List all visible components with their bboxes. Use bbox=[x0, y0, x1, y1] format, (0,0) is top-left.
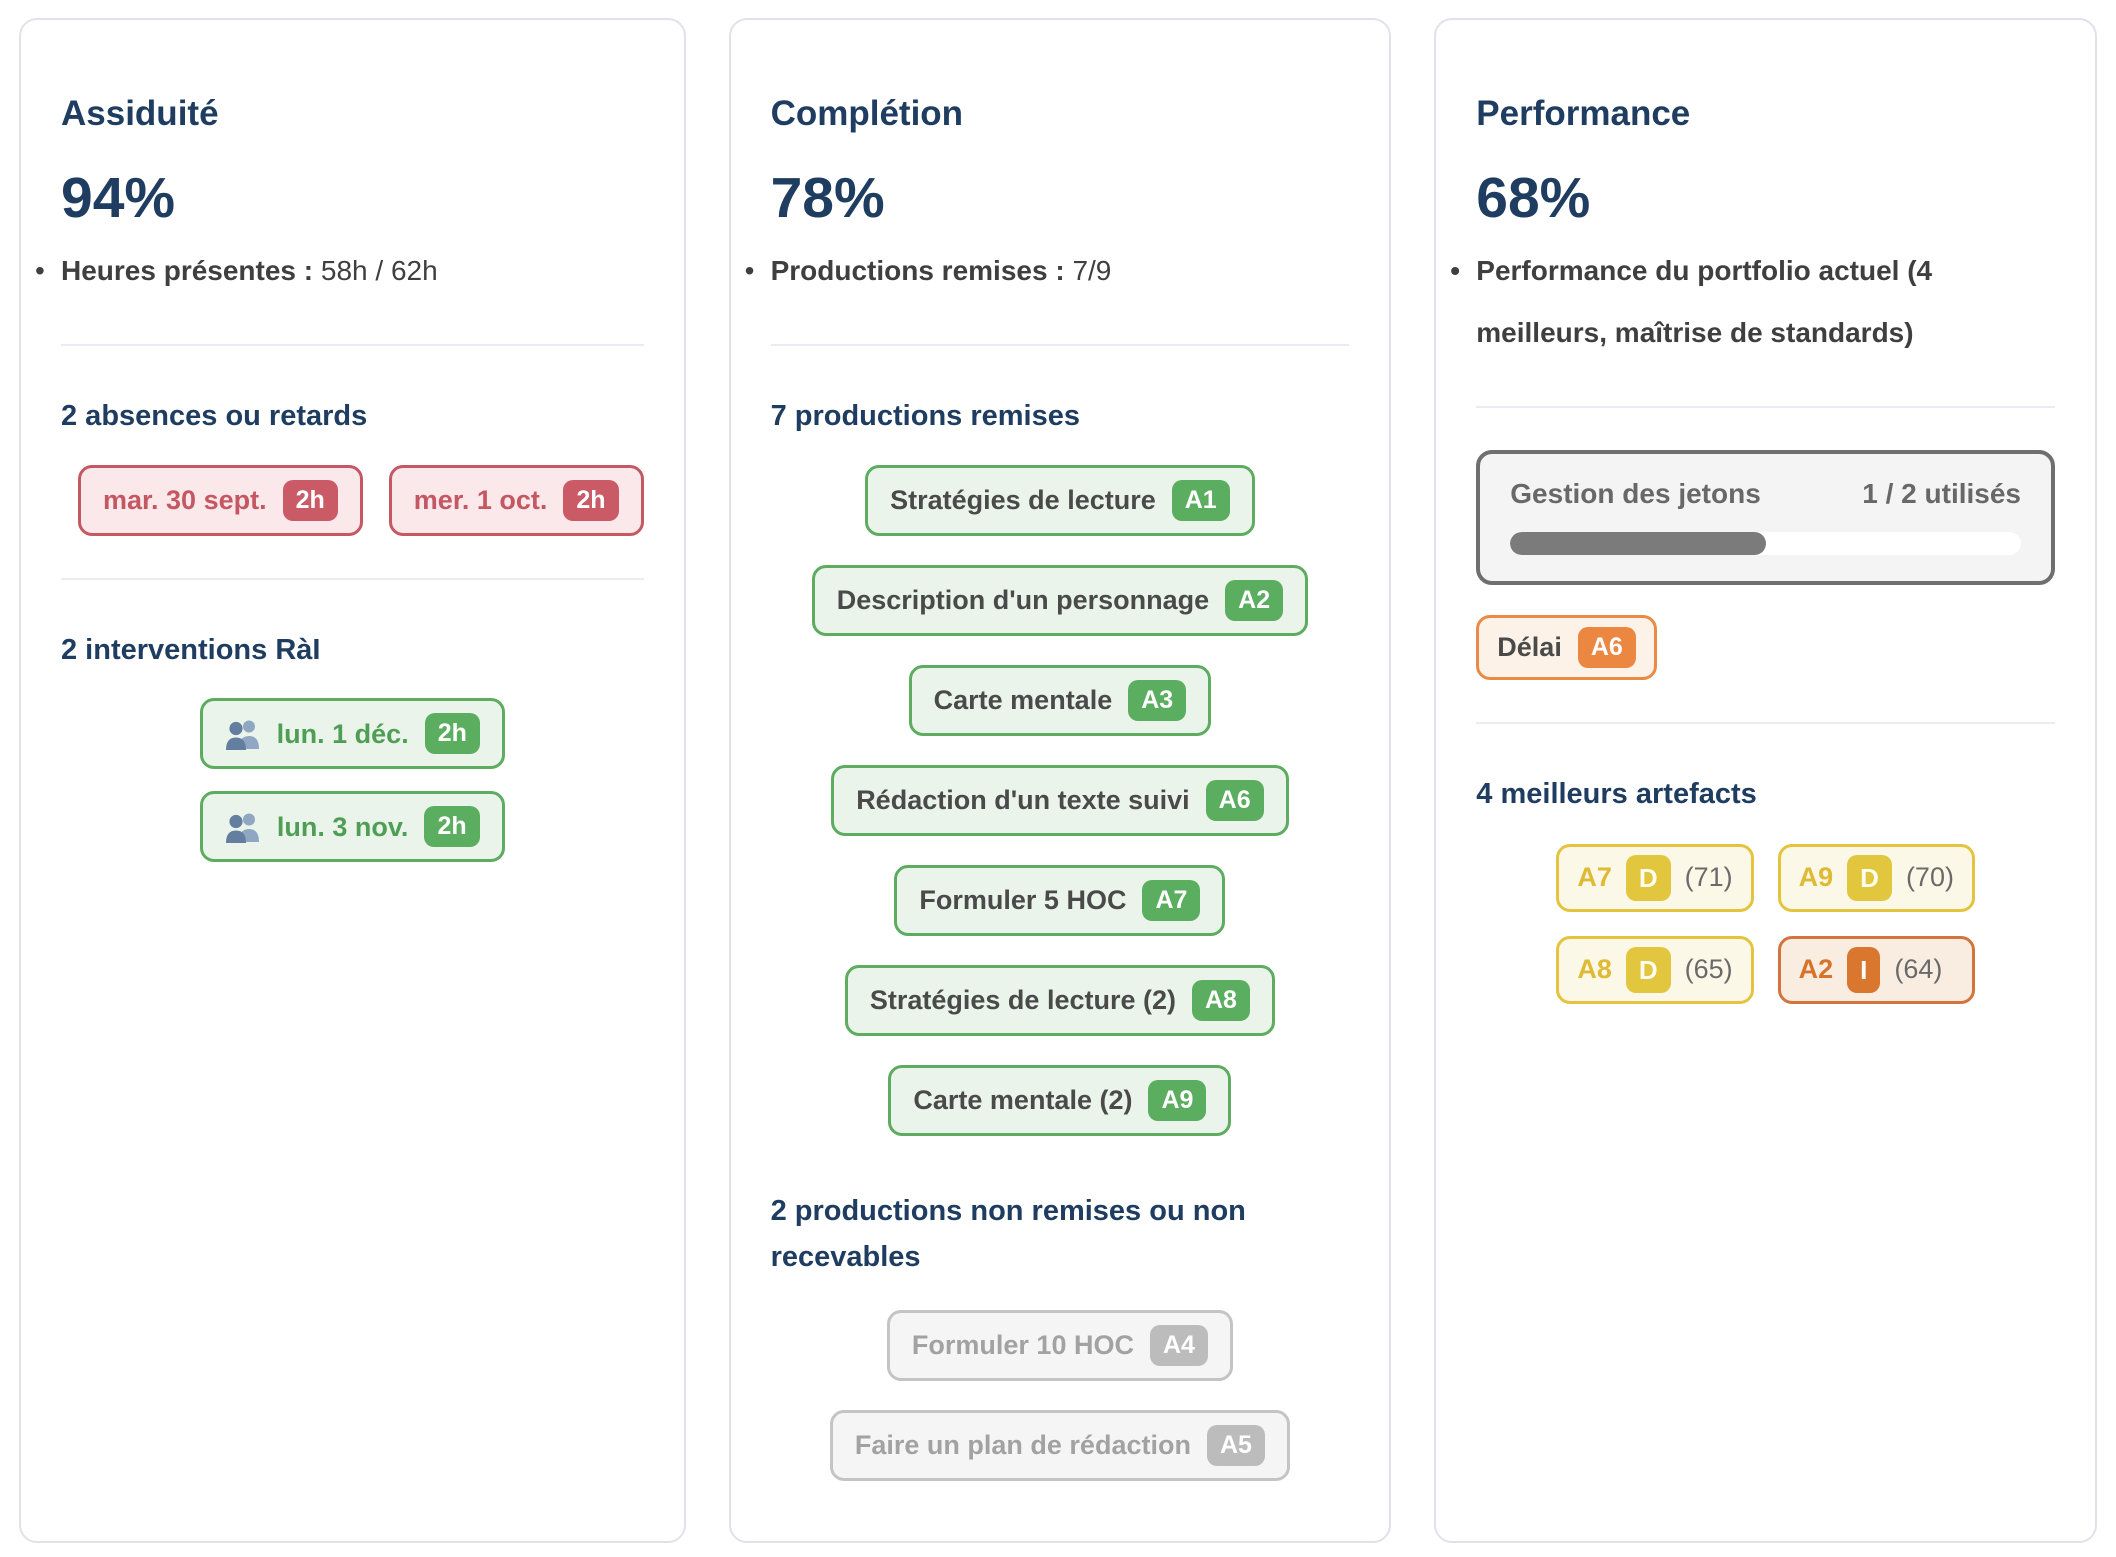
production-label: Formuler 5 HOC bbox=[919, 885, 1127, 916]
intervention-date: lun. 1 déc. bbox=[276, 718, 409, 749]
artefact-id: A8 bbox=[1577, 954, 1612, 985]
metric-value: 7/9 bbox=[1072, 255, 1112, 287]
delai-row: Délai A6 bbox=[1476, 614, 2055, 680]
non-remises-stack: Formuler 10 HOC A4 Faire un plan de réda… bbox=[771, 1309, 1350, 1481]
assiduite-metric: Heures présentes : 58h / 62h bbox=[35, 240, 644, 302]
production-badge: A4 bbox=[1149, 1324, 1208, 1366]
artefact-id: A9 bbox=[1798, 862, 1834, 893]
divider bbox=[1476, 405, 2055, 408]
absence-hours-badge: 2h bbox=[563, 479, 619, 521]
intervention-hours-badge: 2h bbox=[424, 806, 480, 848]
remises-stack: Stratégies de lecture A1 Description d'u… bbox=[771, 464, 1350, 1136]
artefact-score: (65) bbox=[1684, 954, 1733, 985]
production-label: Faire un plan de rédaction bbox=[854, 1429, 1191, 1460]
performance-metric: Performance du portfolio actuel (4 meill… bbox=[1450, 240, 2055, 363]
divider bbox=[770, 344, 1350, 347]
delai-label: Délai bbox=[1497, 632, 1562, 663]
production-chip: Rédaction d'un texte suivi A6 bbox=[831, 764, 1289, 836]
production-label: Formuler 10 HOC bbox=[911, 1329, 1134, 1360]
completion-metric: Productions remises : 7/9 bbox=[745, 240, 1350, 302]
delai-badge: A6 bbox=[1577, 626, 1636, 668]
artefact-score: (71) bbox=[1684, 862, 1733, 893]
artefact-grade-badge: I bbox=[1847, 946, 1881, 993]
production-chip: Stratégies de lecture A1 bbox=[865, 464, 1255, 536]
performance-percent: 68% bbox=[1476, 166, 1591, 231]
interventions-stack: lun. 1 déc. 2h lun. 3 nov. 2h bbox=[61, 698, 644, 863]
production-label: Description d'un personnage bbox=[836, 585, 1210, 616]
card-title-assiduite: Assiduité bbox=[61, 94, 219, 134]
production-badge: A1 bbox=[1171, 479, 1230, 521]
production-chip: Stratégies de lecture (2) A8 bbox=[844, 964, 1275, 1036]
production-badge: A2 bbox=[1225, 579, 1284, 621]
delai-chip: Délai A6 bbox=[1476, 614, 1657, 680]
jetons-label: Gestion des jetons bbox=[1510, 477, 1761, 509]
people-icon bbox=[225, 813, 259, 843]
card-title-performance: Performance bbox=[1476, 94, 1691, 134]
intervention-date: lun. 3 nov. bbox=[276, 811, 409, 842]
production-chip: Formuler 5 HOC A7 bbox=[894, 864, 1226, 936]
production-label: Stratégies de lecture (2) bbox=[869, 985, 1176, 1016]
artefact-grade-badge: D bbox=[1625, 854, 1671, 901]
jetons-progress-track bbox=[1510, 531, 2021, 555]
card-performance: Performance 68% Performance du portfolio… bbox=[1434, 18, 2097, 1543]
absence-hours-badge: 2h bbox=[282, 479, 338, 521]
divider bbox=[1476, 721, 2055, 724]
divider bbox=[61, 344, 644, 347]
artefact-chip: A9 D (70) bbox=[1777, 843, 1975, 912]
production-badge: A7 bbox=[1142, 879, 1201, 921]
absence-chip: mer. 1 oct. 2h bbox=[388, 464, 644, 536]
production-badge: A8 bbox=[1192, 979, 1250, 1021]
assiduite-percent: 94% bbox=[61, 166, 176, 231]
absences-heading: 2 absences ou retards bbox=[61, 400, 368, 433]
artefacts-heading: 4 meilleurs artefacts bbox=[1476, 777, 1757, 810]
intervention-chip: lun. 3 nov. 2h bbox=[199, 791, 505, 863]
artefact-id: A7 bbox=[1577, 862, 1612, 893]
card-assiduite: Assiduité 94% Heures présentes : 58h / 6… bbox=[19, 18, 686, 1543]
artefact-chip: A7 D (71) bbox=[1556, 843, 1754, 912]
production-label: Carte mentale bbox=[933, 685, 1113, 716]
artefact-chip: A8 D (65) bbox=[1556, 935, 1754, 1004]
metric-label: Heures présentes : bbox=[61, 255, 314, 287]
metric-value: 58h / 62h bbox=[320, 255, 438, 287]
jetons-progress-fill bbox=[1510, 531, 1766, 555]
absence-date: mer. 1 oct. bbox=[413, 485, 548, 516]
card-completion: Complétion 78% Productions remises : 7/9… bbox=[728, 18, 1392, 1543]
production-badge: A6 bbox=[1205, 779, 1264, 821]
artefact-chip: A2 I (64) bbox=[1777, 935, 1975, 1004]
production-chip-missing: Faire un plan de rédaction A5 bbox=[829, 1409, 1290, 1481]
jetons-box: Gestion des jetons 1 / 2 utilisés bbox=[1476, 449, 2055, 585]
metric-label: Productions remises : bbox=[770, 255, 1065, 287]
production-badge: A9 bbox=[1148, 1079, 1207, 1121]
production-chip-missing: Formuler 10 HOC A4 bbox=[886, 1309, 1233, 1381]
non-remises-heading: 2 productions non remises ou non recevab… bbox=[770, 1194, 1246, 1274]
divider bbox=[61, 577, 644, 580]
people-icon bbox=[225, 720, 259, 750]
artefact-grade-badge: D bbox=[1625, 946, 1671, 993]
production-label: Carte mentale (2) bbox=[913, 1085, 1133, 1116]
production-chip: Carte mentale (2) A9 bbox=[888, 1064, 1232, 1136]
artefact-score: (64) bbox=[1894, 954, 1943, 985]
artefact-id: A2 bbox=[1798, 954, 1834, 985]
jetons-usage: 1 / 2 utilisés bbox=[1862, 477, 2021, 509]
artefact-score: (70) bbox=[1905, 862, 1954, 893]
production-chip: Description d'un personnage A2 bbox=[811, 564, 1309, 636]
intervention-chip: lun. 1 déc. 2h bbox=[199, 698, 505, 770]
production-badge: A3 bbox=[1128, 679, 1187, 721]
artefacts-grid: A7 D (71) A9 D (70) A8 D (65) A2 I (64) bbox=[1476, 843, 2055, 1004]
jetons-header: Gestion des jetons 1 / 2 utilisés bbox=[1510, 478, 2021, 510]
absence-chip: mar. 30 sept. 2h bbox=[78, 464, 363, 536]
remises-heading: 7 productions remises bbox=[770, 400, 1080, 433]
production-label: Stratégies de lecture bbox=[890, 485, 1156, 516]
absence-date: mar. 30 sept. bbox=[103, 485, 267, 516]
production-label: Rédaction d'un texte suivi bbox=[856, 785, 1190, 816]
intervention-hours-badge: 2h bbox=[424, 713, 480, 755]
production-badge: A5 bbox=[1206, 1424, 1265, 1466]
absences-row: mar. 30 sept. 2h mer. 1 oct. 2h bbox=[78, 464, 644, 536]
card-title-completion: Complétion bbox=[770, 94, 964, 134]
interventions-heading: 2 interventions RàI bbox=[61, 633, 321, 666]
production-chip: Carte mentale A3 bbox=[908, 664, 1212, 736]
completion-percent: 78% bbox=[770, 166, 885, 231]
artefact-grade-badge: D bbox=[1847, 854, 1892, 901]
